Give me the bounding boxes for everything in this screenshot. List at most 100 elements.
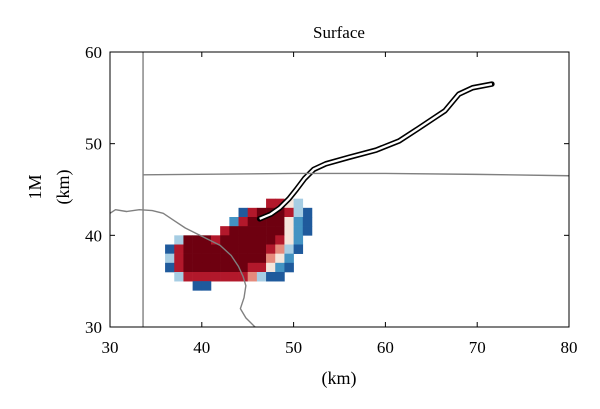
y-axis-ticks: 30 40 50 60	[85, 43, 569, 337]
y-tick-label: 30	[85, 318, 102, 337]
heatmap-cell	[210, 253, 221, 264]
heatmap-cell	[266, 198, 276, 209]
heatmap-cell	[174, 235, 184, 245]
heatmap-cell	[220, 253, 230, 264]
heatmap-cell	[229, 253, 239, 264]
heatmap-cell	[275, 207, 285, 218]
heatmap-cell	[293, 198, 304, 209]
heatmap-cell	[229, 262, 239, 273]
heatmap-cell	[247, 226, 258, 236]
y-axis-label-line2: (km)	[53, 170, 74, 205]
heatmap-cell	[275, 272, 285, 282]
heatmap-cell	[284, 235, 294, 245]
heatmap-cell	[293, 235, 304, 245]
y-tick-label: 50	[85, 135, 102, 154]
heatmap-cell	[256, 272, 267, 282]
heatmap-cell	[256, 253, 267, 264]
heatmap-cell	[284, 253, 294, 264]
heatmap-cell	[284, 198, 294, 209]
heatmap-cell	[174, 253, 184, 264]
heatmap-cell	[183, 235, 193, 245]
heatmap-cell	[266, 235, 276, 245]
x-axis-label: (km)	[322, 368, 357, 389]
heatmap-cell	[266, 217, 276, 227]
heatmap-cell	[256, 207, 267, 218]
heatmap-cell	[238, 262, 248, 273]
heatmap-cell	[266, 253, 276, 264]
heatmap-cell	[256, 235, 267, 245]
fault-trace-line-inner	[259, 82, 493, 220]
heatmap-cell	[192, 272, 203, 282]
heatmap-cell	[210, 244, 221, 254]
heatmap-cell	[201, 281, 212, 291]
heatmap-cell	[165, 244, 175, 254]
heatmap-cell	[229, 226, 239, 236]
heatmap-cell	[192, 253, 203, 264]
heatmap-cells	[165, 198, 313, 291]
fault-trace-line	[256, 81, 495, 222]
heatmap-cell	[302, 207, 313, 218]
heatmap-cell	[238, 253, 248, 264]
heatmap-cell	[275, 235, 285, 245]
heatmap-cell	[201, 253, 212, 264]
heatmap-cell	[238, 235, 248, 245]
heatmap-cell	[201, 262, 212, 273]
heatmap-cell	[210, 262, 221, 273]
heatmap-cell	[247, 253, 258, 264]
heatmap-cell	[266, 244, 276, 254]
heatmap-cell	[275, 226, 285, 236]
chart-title: Surface	[313, 23, 365, 42]
heatmap-cell	[275, 244, 285, 254]
heatmap-cell	[302, 226, 313, 236]
x-tick-label: 50	[285, 338, 302, 357]
heatmap-cell	[284, 207, 294, 218]
heatmap-cell	[192, 262, 203, 273]
axes-frame	[109, 51, 570, 328]
heatmap-cell	[256, 226, 267, 236]
boundary-line	[109, 208, 256, 328]
heatmap-cell	[256, 262, 267, 273]
heatmap-cell	[247, 244, 258, 254]
heatmap-cell	[183, 244, 193, 254]
heatmap-cell	[165, 253, 175, 264]
heatmap-cell	[174, 272, 184, 282]
heatmap-cell	[266, 262, 276, 273]
heatmap-cell	[174, 244, 184, 254]
heatmap-cell	[275, 262, 285, 273]
heatmap-cell	[192, 281, 203, 291]
heatmap-cell	[183, 272, 193, 282]
heatmap-cell	[275, 217, 285, 227]
heatmap-cell	[210, 235, 221, 245]
heatmap-cell	[210, 272, 221, 282]
heatmap-cell	[284, 226, 294, 236]
heatmap-cell	[201, 244, 212, 254]
heatmap-cell	[238, 217, 248, 227]
heatmap-cell	[229, 272, 239, 282]
heatmap-cell	[266, 226, 276, 236]
heatmap-cell	[284, 217, 294, 227]
x-axis-ticks: 30 40 50 60 70 80	[102, 52, 578, 357]
y-tick-label: 60	[85, 43, 102, 62]
x-tick-label: 40	[193, 338, 210, 357]
x-tick-label: 70	[469, 338, 486, 357]
boundary-line	[143, 172, 570, 177]
heatmap-cell	[247, 207, 258, 218]
heatmap-cell	[229, 235, 239, 245]
heatmap-cell	[293, 226, 304, 236]
heatmap-cell	[220, 235, 230, 245]
heatmap-cell	[229, 244, 239, 254]
heatmap-cell	[220, 262, 230, 273]
heatmap-cell	[174, 262, 184, 273]
heatmap-cell	[192, 235, 203, 245]
heatmap-cell	[183, 262, 193, 273]
heatmap-cell	[238, 244, 248, 254]
heatmap-cell	[293, 207, 304, 218]
heatmap-cell	[247, 262, 258, 273]
heatmap-cell	[192, 244, 203, 254]
plot-area	[109, 51, 570, 328]
heatmap-cell	[201, 235, 212, 245]
heatmap-cell	[284, 244, 294, 254]
heatmap-cell	[220, 272, 230, 282]
heatmap-cell	[238, 207, 248, 218]
